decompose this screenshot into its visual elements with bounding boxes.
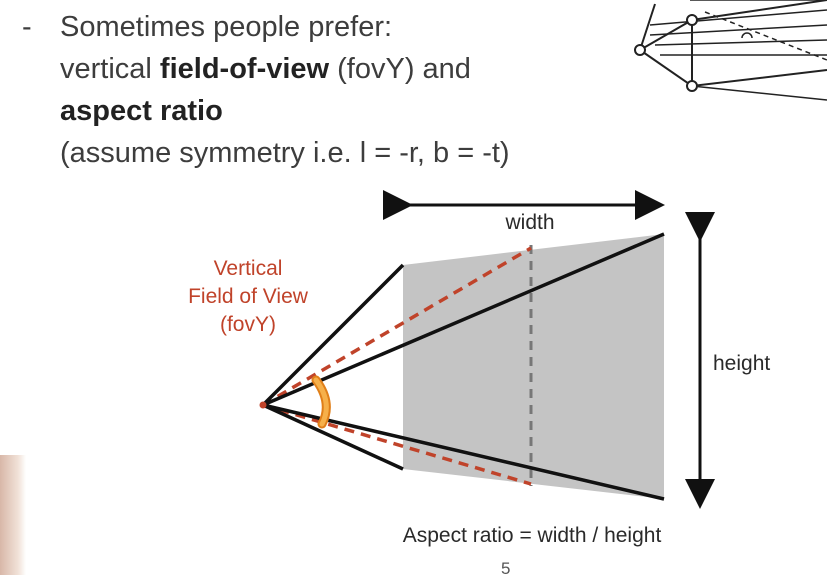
height-label: height	[713, 352, 770, 375]
fov-label-line-3: (fovY)	[220, 313, 276, 336]
bullet-dash: -	[22, 11, 32, 43]
corner-frustum-illustration	[634, 0, 827, 101]
aspect-ratio-term: aspect ratio	[60, 95, 223, 127]
line2-prefix: vertical	[60, 53, 160, 85]
bullet-line-3: aspect ratio	[22, 90, 510, 132]
line2-suffix: (fovY) and	[329, 53, 471, 85]
bullet-line-2: vertical field-of-view (fovY) and	[22, 48, 510, 90]
fov-label-line-2: Field of View	[188, 285, 309, 308]
aspect-ratio-caption: Aspect ratio = width / height	[403, 524, 662, 547]
fov-bottom-dashed-line	[262, 403, 532, 486]
frustum-shaded-region	[403, 234, 664, 499]
width-label: width	[504, 211, 554, 234]
bullet-line-4: (assume symmetry i.e. l = -r, b = -t)	[60, 137, 510, 169]
bullet-text-block: - Sometimes people prefer: vertical fiel…	[22, 6, 510, 174]
eye-point	[259, 401, 267, 409]
left-edge-artifact	[0, 455, 26, 575]
frustum-edges	[261, 232, 665, 501]
page-number: 5	[501, 559, 511, 578]
bullet-line-1: Sometimes people prefer:	[60, 11, 393, 43]
fov-top-dashed-line	[262, 246, 532, 407]
fov-label-line-1: Vertical	[214, 257, 283, 280]
fov-term: field-of-view	[159, 53, 330, 85]
